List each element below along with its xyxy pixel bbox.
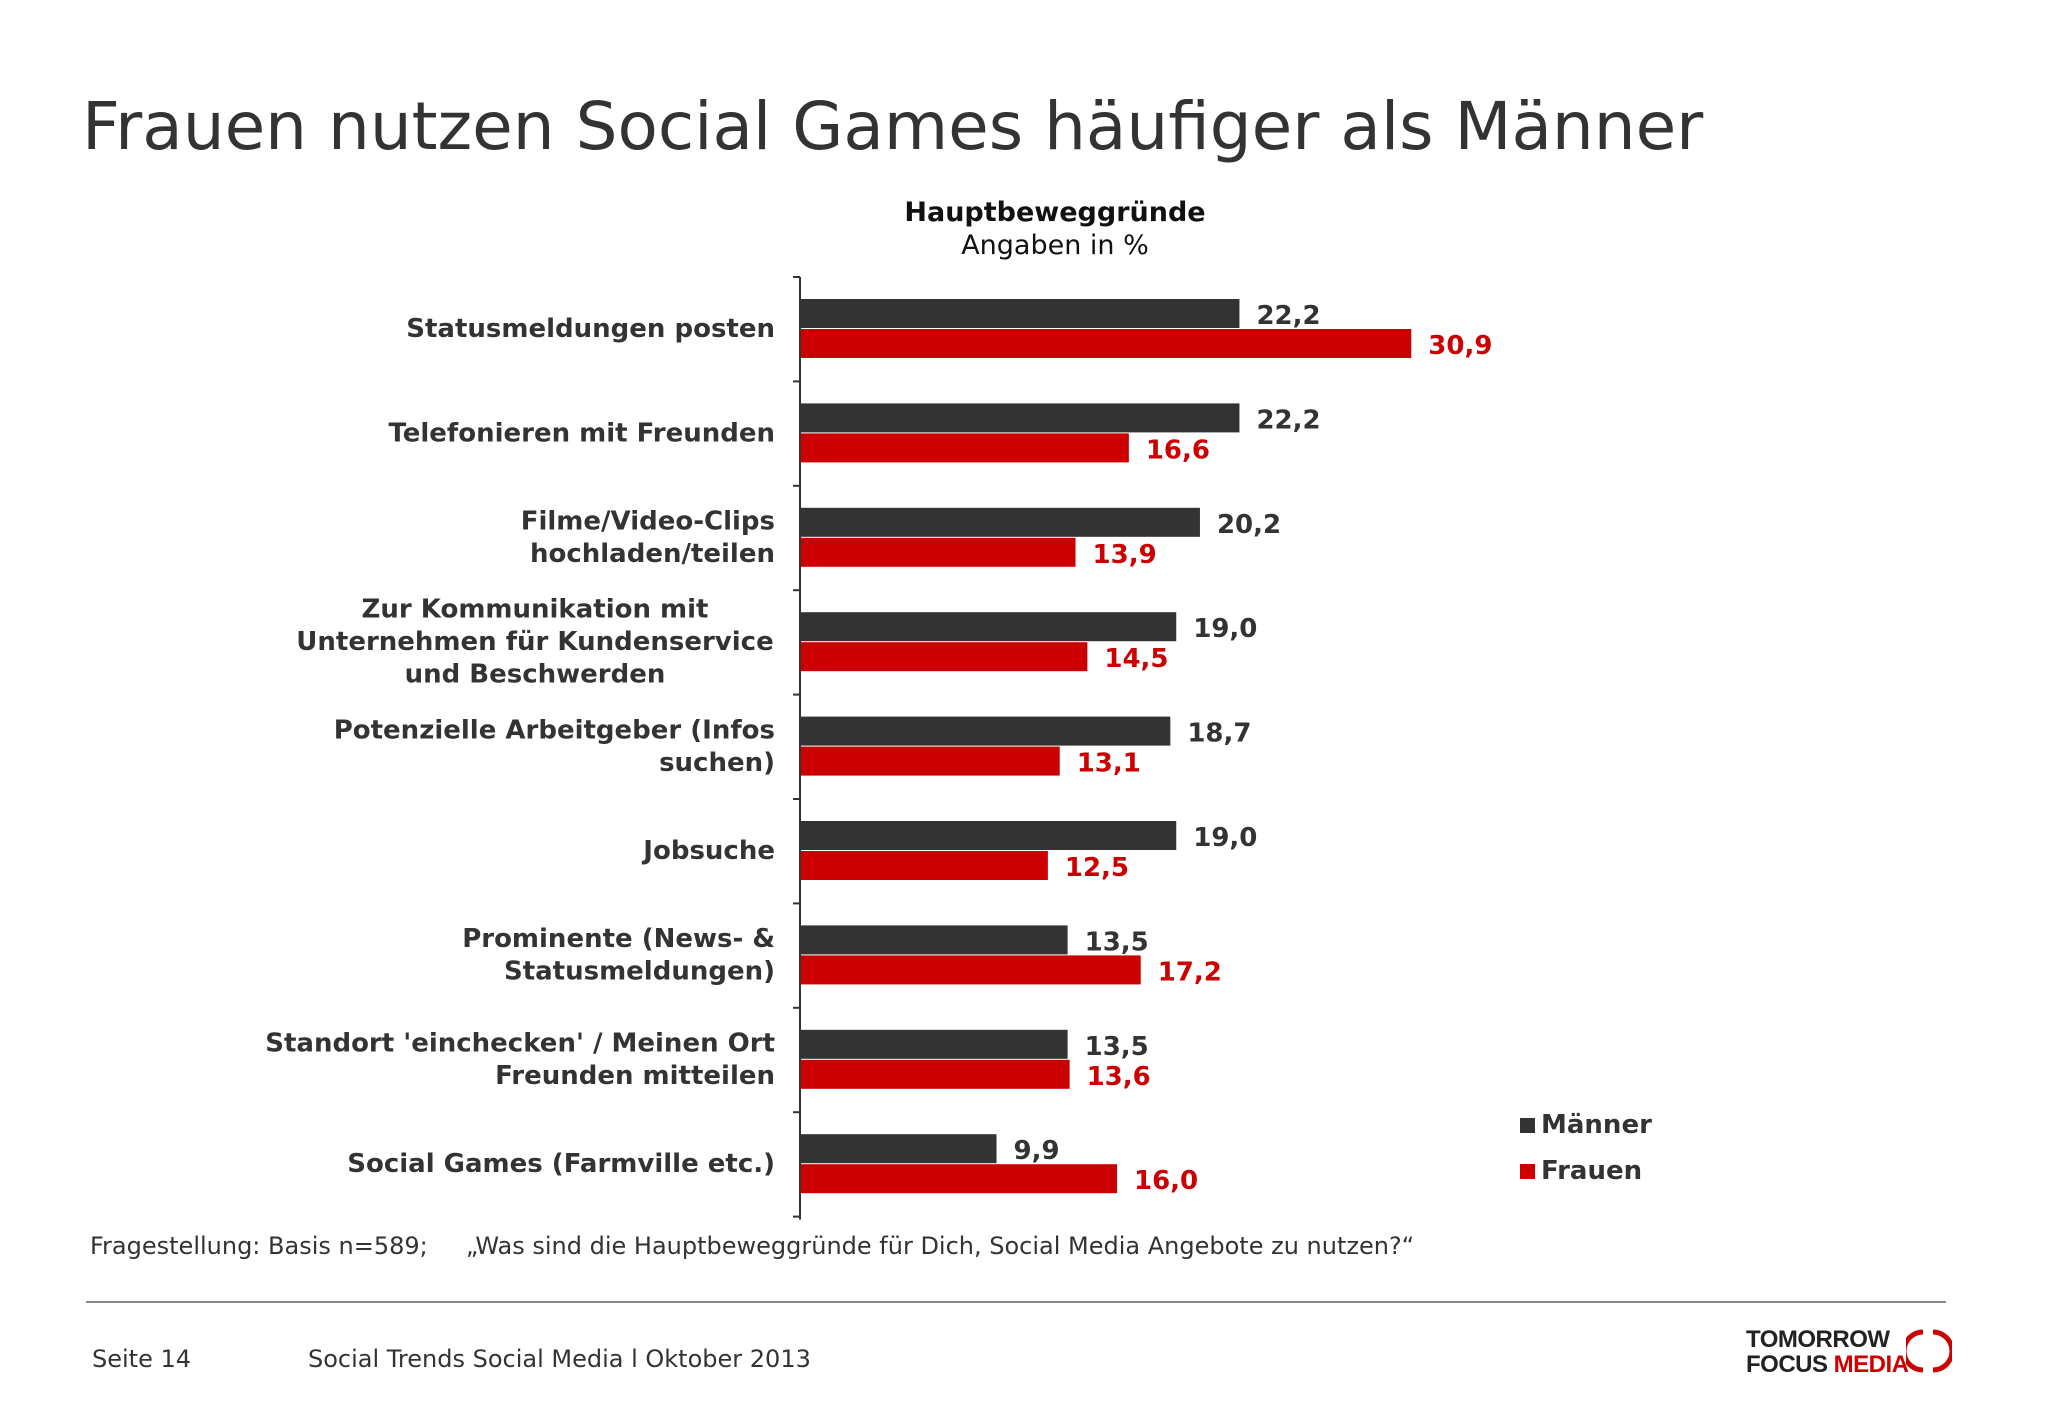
category-label-line: Standort 'einchecken' / Meinen Ort <box>265 1029 775 1059</box>
category-label: Potenzielle Arbeitgeber (Infos suchen) <box>334 715 775 778</box>
logo-text-media: MEDIA <box>1833 1351 1909 1378</box>
bar-frauen <box>801 955 1141 985</box>
category-label-line: Potenzielle Arbeitgeber (Infos <box>334 715 775 745</box>
category-label-line: Zur Kommunikation mit <box>362 595 709 625</box>
footer-page-number: Seite 14 <box>92 1345 192 1373</box>
category-label: Prominente (News- & Statusmeldungen) <box>462 924 775 987</box>
data-label-frauen: 30,9 <box>1428 331 1492 361</box>
category-label-line: Statusmeldungen) <box>504 957 775 987</box>
category-label-line: Filme/Video-Clips <box>521 507 775 537</box>
data-label-maenner: 19,0 <box>1193 823 1257 853</box>
bar-maenner <box>801 716 1171 746</box>
bar-frauen <box>801 329 1412 358</box>
data-label-maenner: 9,9 <box>1014 1136 1060 1166</box>
category-label: Jobsuche <box>641 836 775 866</box>
footer-source: Social Trends Social Media l Oktober 201… <box>308 1345 811 1373</box>
bar-frauen <box>801 746 1060 776</box>
company-logo: TOMORROW FOCUS MEDIA <box>1746 1326 1956 1379</box>
data-label-maenner: 22,2 <box>1256 301 1320 331</box>
bar-frauen <box>801 851 1048 880</box>
bar-maenner <box>801 507 1200 537</box>
category-label-line: Social Games (Farmville etc.) <box>347 1149 775 1179</box>
data-label-frauen: 16,6 <box>1146 435 1210 465</box>
data-label-frauen: 13,6 <box>1087 1062 1151 1092</box>
bar-frauen <box>801 1164 1117 1194</box>
category-label-line: Unternehmen für Kundenservice <box>296 627 773 657</box>
chart-subtitle: Hauptbeweggründe Angaben in % <box>855 196 1255 262</box>
data-label-maenner: 18,7 <box>1187 719 1251 749</box>
logo-circle-icon <box>1906 1329 1952 1373</box>
logo-text-focus: FOCUS <box>1746 1351 1828 1378</box>
legend-label-maenner: Männer <box>1541 1110 1652 1140</box>
logo-text-line1: TOMORROW <box>1746 1326 1890 1353</box>
legend-swatch-maenner <box>1520 1118 1535 1133</box>
data-label-maenner: 19,0 <box>1193 614 1257 644</box>
footer-divider <box>86 1301 1946 1303</box>
data-label-frauen: 16,0 <box>1134 1166 1198 1196</box>
legend-swatch-frauen <box>1520 1164 1535 1179</box>
data-label-maenner: 13,5 <box>1085 927 1149 957</box>
category-label-line: Prominente (News- & <box>462 924 775 954</box>
footer-question: Fragestellung: Basis n=589; „Was sind di… <box>90 1232 1415 1260</box>
legend-label-frauen: Frauen <box>1541 1156 1642 1186</box>
category-label-line: Freunden mitteilen <box>495 1061 775 1091</box>
bar-frauen <box>801 433 1129 463</box>
category-label-line: Statusmeldungen posten <box>406 314 775 344</box>
data-label-maenner: 20,2 <box>1217 510 1281 540</box>
data-label-frauen: 14,5 <box>1104 644 1168 674</box>
category-label: Zur Kommunikation mit Unternehmen für Kun… <box>296 595 773 690</box>
data-label-frauen: 12,5 <box>1065 853 1129 883</box>
category-label: Filme/Video-Clips hochladen/teilen <box>521 507 775 570</box>
category-label: Telefonieren mit Freunden <box>388 418 775 448</box>
category-label-line: Telefonieren mit Freunden <box>388 418 775 448</box>
bar-maenner <box>801 821 1177 850</box>
bar-maenner <box>801 1134 997 1164</box>
category-label: Social Games (Farmville etc.) <box>347 1149 775 1179</box>
data-label-frauen: 13,9 <box>1093 540 1157 570</box>
data-label-maenner: 22,2 <box>1256 405 1320 435</box>
category-label-line: hochladen/teilen <box>530 539 775 569</box>
bar-frauen <box>801 1059 1070 1089</box>
data-label-frauen: 13,1 <box>1077 749 1141 779</box>
bar-maenner <box>801 612 1177 642</box>
bar-maenner <box>801 1029 1068 1059</box>
category-label: Statusmeldungen posten <box>406 314 775 344</box>
chart-subtitle-unit: Angaben in % <box>961 230 1149 261</box>
bar-maenner <box>801 925 1068 955</box>
chart-subtitle-bold: Hauptbeweggründe <box>904 197 1206 228</box>
data-label-maenner: 13,5 <box>1085 1032 1149 1062</box>
bar-maenner <box>801 403 1240 433</box>
category-label-line: suchen) <box>659 748 775 778</box>
logo-text-line2: FOCUS MEDIA <box>1746 1351 1909 1379</box>
page-title: Frauen nutzen Social Games häufiger als … <box>82 88 1704 165</box>
category-label: Standort 'einchecken' / Meinen Ort Freund… <box>265 1029 775 1092</box>
bar-chart: Statusmeldungen posten 22,2 30,9 Telefonier… <box>265 276 1652 1220</box>
category-label-line: und Beschwerden <box>405 660 666 690</box>
data-label-frauen: 17,2 <box>1158 957 1222 987</box>
bar-maenner <box>801 299 1240 328</box>
bar-frauen <box>801 642 1088 672</box>
category-label-line: Jobsuche <box>641 836 775 866</box>
bar-frauen <box>801 537 1076 567</box>
